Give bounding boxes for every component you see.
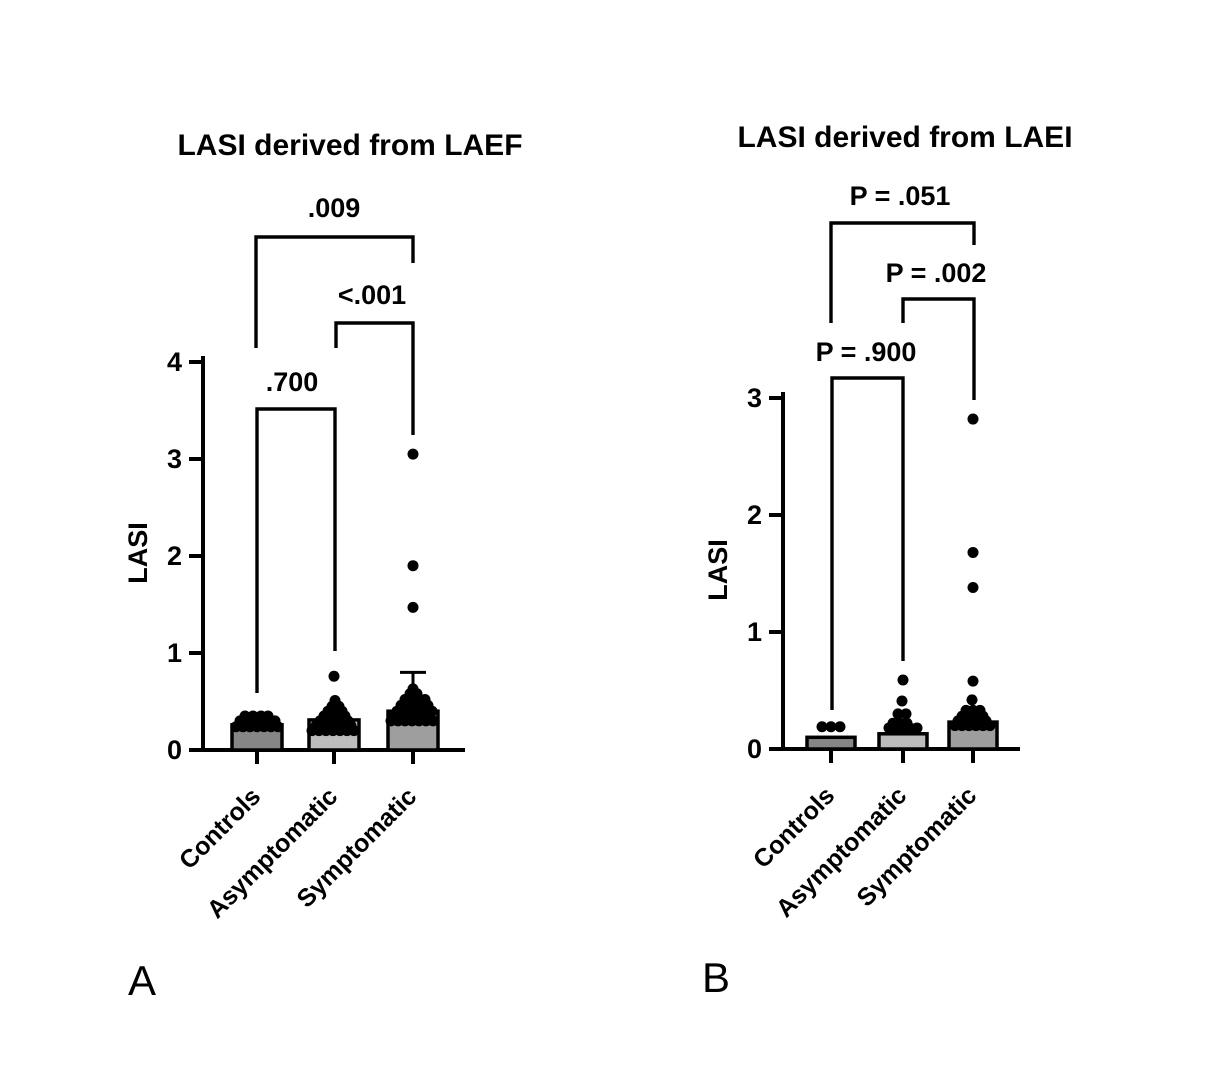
panel-a: LASI derived from LAEF01234LASIControlsA… (123, 129, 523, 1004)
significance-label: <.001 (338, 280, 406, 310)
significance-bracket (254, 235, 415, 348)
y-tick-label: 2 (167, 541, 182, 571)
data-dot (974, 704, 986, 716)
data-dot (900, 708, 912, 720)
data-dot (967, 675, 979, 687)
data-dot (967, 413, 979, 425)
y-axis-label: LASI (703, 539, 733, 601)
data-dot (407, 683, 419, 695)
y-tick-label: 0 (167, 735, 182, 765)
data-dot (901, 717, 913, 729)
data-dot (262, 710, 274, 722)
significance-bracket (334, 321, 415, 435)
y-tick-label: 2 (747, 500, 762, 530)
significance-bracket (901, 297, 976, 400)
panel-title: LASI derived from LAEI (737, 121, 1072, 154)
significance-label: P = .051 (850, 181, 951, 211)
panel-letter: A (128, 957, 156, 1004)
data-dot (247, 710, 259, 722)
panel-b: LASI derived from LAEI0123LASIControlsAs… (702, 121, 1073, 1001)
significance-bracket (255, 407, 337, 693)
panel-title: LASI derived from LAEF (177, 129, 522, 162)
panel-letter: B (702, 954, 730, 1001)
y-tick-label: 3 (167, 444, 182, 474)
data-dot (966, 694, 978, 706)
y-tick-label: 4 (167, 347, 182, 377)
y-tick-label: 3 (747, 383, 762, 413)
category-label-asymptomatic: Asymptomatic (202, 782, 344, 924)
y-tick-label: 1 (747, 617, 762, 647)
data-dot (419, 694, 431, 706)
data-dot (967, 546, 979, 558)
category-label-symptomatic: Symptomatic (851, 781, 982, 912)
data-dot (896, 695, 908, 707)
data-dot (407, 560, 419, 572)
data-dot (897, 674, 909, 686)
significance-label: P = .002 (886, 258, 987, 288)
significance-label: .700 (266, 367, 319, 397)
data-dot (816, 721, 828, 733)
significance-label: P = .900 (816, 337, 917, 367)
data-dot (328, 670, 340, 682)
significance-label: .009 (308, 193, 361, 223)
significance-bracket (829, 221, 976, 323)
data-dot (407, 601, 419, 613)
data-dot (892, 708, 904, 720)
y-axis-label: LASI (123, 522, 153, 584)
significance-bracket (830, 376, 905, 710)
y-tick-label: 0 (747, 734, 762, 764)
y-tick-label: 1 (167, 638, 182, 668)
data-dot (834, 721, 846, 733)
data-dot (239, 710, 251, 722)
bar-controls (805, 735, 857, 751)
data-dot (407, 448, 419, 460)
data-dot (329, 695, 341, 707)
data-dot (825, 721, 837, 733)
data-dot (911, 722, 923, 734)
bar-asymptomatic (877, 732, 929, 751)
data-dot (967, 582, 979, 594)
